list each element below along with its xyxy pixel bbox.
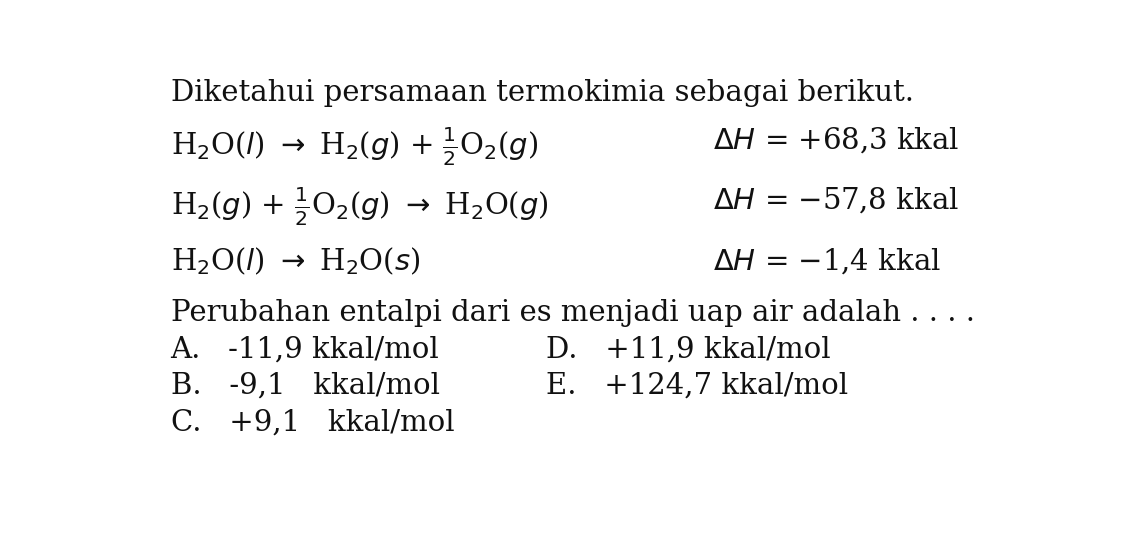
Text: $\Delta H$ = +68,3 kkal: $\Delta H$ = +68,3 kkal [713, 126, 960, 156]
Text: H$_2$O($l$) $\rightarrow$ H$_2$($g$) + $\frac{1}{2}$O$_2$($g$): H$_2$O($l$) $\rightarrow$ H$_2$($g$) + $… [171, 126, 538, 168]
Text: H$_2$O($l$) $\rightarrow$ H$_2$O($s$): H$_2$O($l$) $\rightarrow$ H$_2$O($s$) [171, 246, 420, 277]
Text: E.   +124,7 kkal/mol: E. +124,7 kkal/mol [546, 372, 848, 400]
Text: H$_2$($g$) + $\frac{1}{2}$O$_2$($g$) $\rightarrow$ H$_2$O($g$): H$_2$($g$) + $\frac{1}{2}$O$_2$($g$) $\r… [171, 186, 549, 228]
Text: C.   +9,1   kkal/mol: C. +9,1 kkal/mol [171, 408, 455, 436]
Text: Diketahui persamaan termokimia sebagai berikut.: Diketahui persamaan termokimia sebagai b… [171, 79, 914, 108]
Text: $\Delta H$ = $-$1,4 kkal: $\Delta H$ = $-$1,4 kkal [713, 246, 941, 276]
Text: B.   -9,1   kkal/mol: B. -9,1 kkal/mol [171, 372, 440, 400]
Text: Perubahan entalpi dari es menjadi uap air adalah . . . .: Perubahan entalpi dari es menjadi uap ai… [171, 299, 975, 327]
Text: D.   +11,9 kkal/mol: D. +11,9 kkal/mol [546, 336, 831, 364]
Text: $\Delta H$ = $-$57,8 kkal: $\Delta H$ = $-$57,8 kkal [713, 186, 959, 216]
Text: A.   -11,9 kkal/mol: A. -11,9 kkal/mol [171, 336, 440, 364]
